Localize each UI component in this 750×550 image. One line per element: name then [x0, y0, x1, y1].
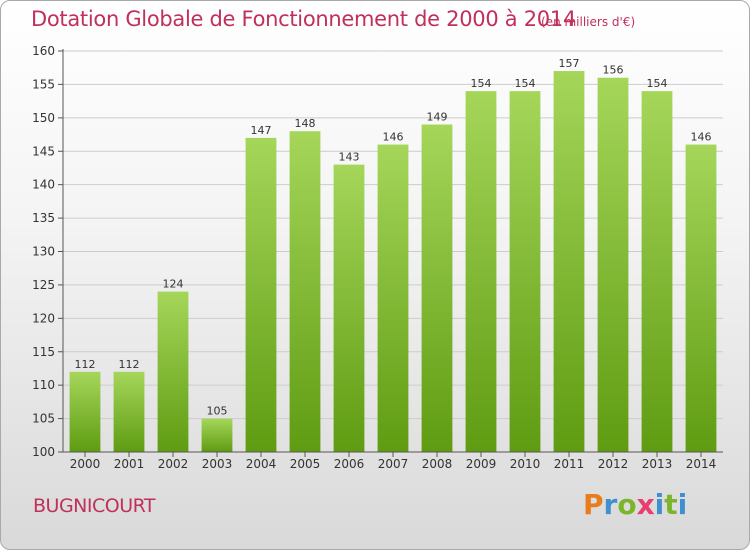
bar-2007 [377, 144, 409, 453]
x-tick-label-2007: 2007 [378, 457, 409, 471]
bar-2011 [553, 71, 585, 453]
data-label-2006: 143 [339, 151, 360, 164]
x-tick-label-2001: 2001 [114, 457, 145, 471]
bar-2012 [597, 77, 629, 452]
data-label-2002: 124 [163, 278, 184, 291]
x-tick-label-2004: 2004 [246, 457, 277, 471]
logo-letter: t [664, 488, 678, 521]
data-label-2003: 105 [207, 405, 228, 418]
y-tick-label: 130 [32, 245, 55, 259]
data-label-2000: 112 [75, 358, 96, 371]
y-tick-label: 150 [32, 111, 55, 125]
x-tick-label-2000: 2000 [70, 457, 101, 471]
y-tick-label: 110 [32, 378, 55, 392]
bar-2009 [465, 91, 497, 452]
y-tick-label: 115 [32, 345, 55, 359]
bar-2001 [113, 371, 145, 452]
y-tick-label: 105 [32, 412, 55, 426]
x-tick-label-2014: 2014 [686, 457, 717, 471]
bar-2006 [333, 164, 365, 452]
bar-2002 [157, 291, 189, 452]
y-tick-label: 135 [32, 211, 55, 225]
data-label-2005: 148 [295, 117, 316, 130]
labels: 100 105 110 115 120 125 130 135 140 145 150 155 160 1… [32, 44, 716, 471]
data-label-2004: 147 [251, 124, 272, 137]
x-tick-label-2002: 2002 [158, 457, 189, 471]
data-label-2012: 156 [603, 64, 624, 77]
bar-2013 [641, 91, 673, 452]
data-label-2014: 146 [691, 131, 712, 144]
y-tick-label: 145 [32, 144, 55, 158]
data-label-2008: 149 [427, 111, 448, 124]
logo-letter: i [677, 488, 688, 521]
chart-subtitle: (en milliers d'€) [541, 15, 636, 29]
x-tick-label-2013: 2013 [642, 457, 673, 471]
bars [69, 71, 717, 453]
y-tick-label: 140 [32, 178, 55, 192]
data-label-2007: 146 [383, 131, 404, 144]
bar-2004 [245, 137, 277, 452]
x-tick-label-2005: 2005 [290, 457, 321, 471]
x-tick-label-2009: 2009 [466, 457, 497, 471]
logo-letter: i [654, 488, 665, 521]
bar-2014 [685, 144, 717, 453]
bar-2010 [509, 91, 541, 452]
data-label-2001: 112 [119, 358, 140, 371]
bar-2003 [201, 418, 233, 452]
logo-letter: P [583, 488, 604, 521]
data-label-2013: 154 [647, 77, 668, 90]
bar-2000 [69, 371, 101, 452]
y-tick-label: 100 [32, 445, 55, 459]
y-tick-label: 155 [32, 77, 55, 91]
y-tick-label: 120 [32, 311, 55, 325]
x-tick-label-2010: 2010 [510, 457, 541, 471]
x-tick-label-2008: 2008 [422, 457, 453, 471]
commune-name: BUGNICOURT [33, 495, 156, 517]
proxiti-logo: Proxiti [583, 488, 687, 521]
axes [58, 49, 723, 457]
bar-2005 [289, 131, 321, 452]
data-label-2009: 154 [471, 77, 492, 90]
logo-letter: o [617, 488, 637, 521]
y-tick-label: 160 [32, 44, 55, 58]
x-tick-label-2006: 2006 [334, 457, 365, 471]
x-tick-label-2012: 2012 [598, 457, 629, 471]
bar-2008 [421, 124, 453, 453]
data-label-2010: 154 [515, 77, 536, 90]
logo-letter: x [636, 488, 655, 521]
logo-letter: r [603, 488, 618, 521]
y-tick-label: 125 [32, 278, 55, 292]
x-tick-label-2003: 2003 [202, 457, 233, 471]
x-tick-label-2011: 2011 [554, 457, 585, 471]
chart-title: Dotation Globale de Fonctionnement de 20… [31, 7, 576, 31]
data-label-2011: 157 [559, 57, 580, 70]
